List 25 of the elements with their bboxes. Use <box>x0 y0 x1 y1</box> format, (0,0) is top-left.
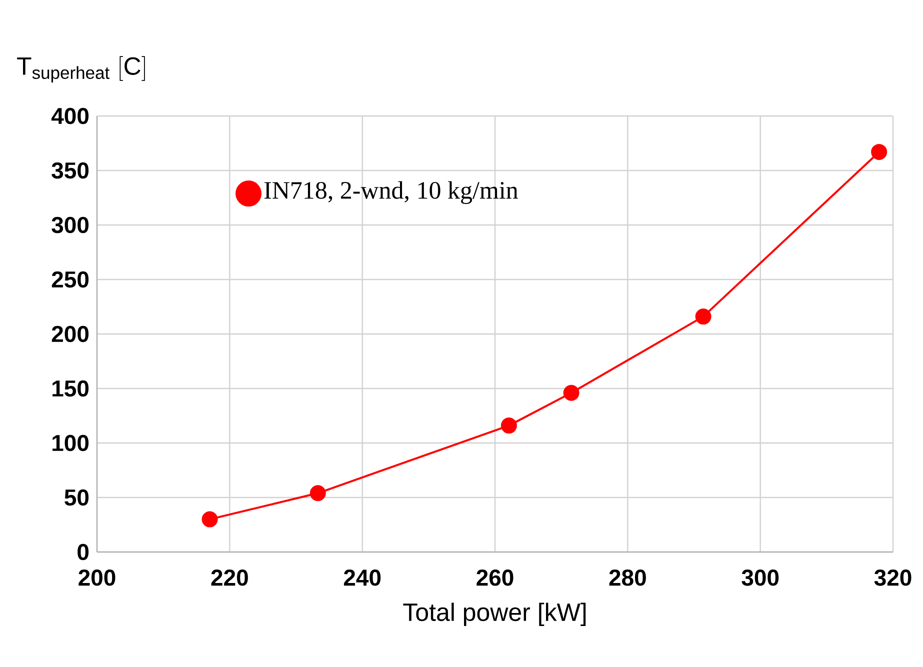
point <box>310 485 326 502</box>
y-tick-label: 150 <box>52 380 89 397</box>
x-tick-label: 320 <box>874 570 912 586</box>
point <box>202 511 218 528</box>
point <box>563 384 580 401</box>
point <box>695 308 712 325</box>
x-tick-label: 200 <box>78 570 116 586</box>
y-tick-label: 100 <box>52 434 89 452</box>
y-tick-label: 300 <box>52 216 89 234</box>
y-tick-label: 0 <box>78 544 89 560</box>
legend-label: IN718, 2-wnd, 10 kg/min <box>264 181 518 204</box>
x-tick-label: 240 <box>344 570 381 586</box>
y-tick-label: 350 <box>52 162 89 179</box>
y-tick-label: 400 <box>51 108 89 124</box>
x-tick-label: 300 <box>742 570 779 586</box>
y-axis-title: $\mathrm{T_{superheat}\ [C]}$ <box>17 56 145 82</box>
x-tick-label: 280 <box>609 570 646 586</box>
y-tick-label: 50 <box>64 489 89 506</box>
x-tick-label: 260 <box>476 570 514 586</box>
point <box>500 418 517 434</box>
x-tick-label: 220 <box>211 570 248 586</box>
x-axis-title: Total power [kW] <box>403 602 586 626</box>
point <box>871 144 888 160</box>
y-tick-label: 250 <box>52 271 89 288</box>
y-tick-label: 200 <box>52 326 89 342</box>
